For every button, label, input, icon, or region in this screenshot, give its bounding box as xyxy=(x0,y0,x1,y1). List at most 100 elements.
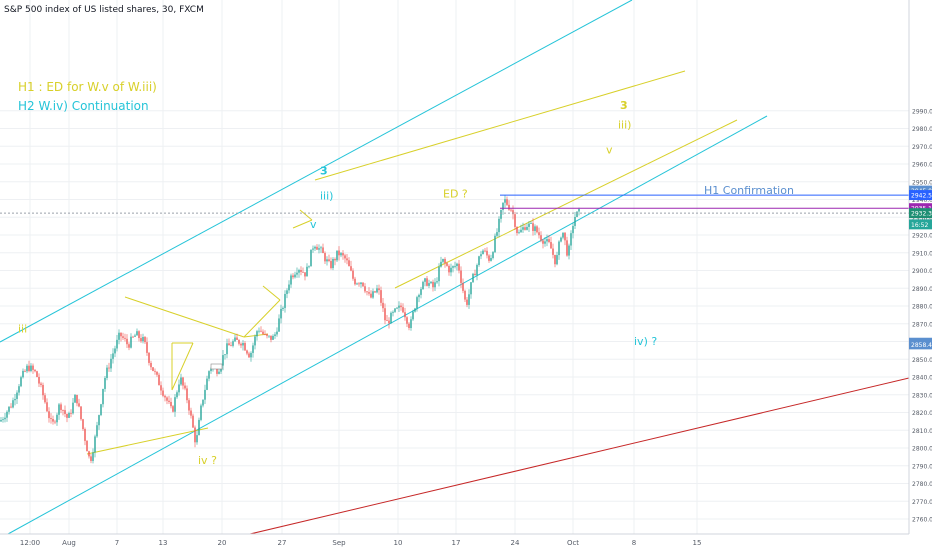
y-tick-label: 2820.0 xyxy=(912,410,932,417)
candle-body xyxy=(434,282,436,288)
small-flag-line-b[interactable] xyxy=(299,209,313,221)
candle-body xyxy=(468,294,470,305)
candle-body xyxy=(546,239,548,242)
wedge-lower-line[interactable] xyxy=(86,427,209,455)
channel-upper-line[interactable] xyxy=(0,0,633,343)
candle-body xyxy=(366,291,368,293)
triangle-apex-line[interactable] xyxy=(262,285,281,301)
symbol-label[interactable]: S&P 500 index of US listed shares, 30, F… xyxy=(4,5,204,15)
level-layer[interactable] xyxy=(0,194,909,214)
candle-body xyxy=(564,232,566,241)
small-flag-line-a[interactable] xyxy=(292,219,313,229)
candle-body xyxy=(52,418,54,422)
candle-body xyxy=(478,256,480,265)
candle-body xyxy=(284,293,286,308)
candle-body xyxy=(566,240,568,256)
candle-body xyxy=(512,210,514,215)
y-tick-label: 2900.0 xyxy=(912,268,932,275)
candle-body xyxy=(60,404,62,410)
candle-body xyxy=(342,253,344,256)
candle-body xyxy=(360,282,362,285)
candle-body xyxy=(228,343,230,346)
candle-body xyxy=(460,270,462,283)
price-badge xyxy=(909,208,932,219)
candle-body xyxy=(18,386,20,393)
price-axis-panel[interactable] xyxy=(909,0,932,550)
y-tick-label: 2800.0 xyxy=(912,446,932,453)
candle-body xyxy=(34,369,36,372)
candle-body xyxy=(570,233,572,246)
candle-body xyxy=(280,308,282,319)
candle-body xyxy=(552,248,554,255)
candle-body xyxy=(192,415,194,428)
candle-body xyxy=(46,402,48,412)
candle-body xyxy=(316,246,318,250)
candle-body xyxy=(576,211,578,218)
candle-body xyxy=(262,331,264,334)
candle-body xyxy=(194,427,196,443)
trendline-layer[interactable] xyxy=(0,0,910,535)
candle-body xyxy=(110,358,112,369)
candle-body xyxy=(322,247,324,254)
price-axis[interactable]: 2760.0 2770.0 2780.0 2790.0 2800.0 2810.0 2820… xyxy=(909,108,932,524)
candle-body xyxy=(334,258,336,261)
candle-body xyxy=(120,332,122,337)
candle-body xyxy=(200,405,202,420)
x-tick-label: 24 xyxy=(511,539,520,547)
candle-body xyxy=(556,255,558,265)
candle-body xyxy=(396,307,398,309)
candle-body xyxy=(198,419,200,436)
time-axis[interactable]: 12:00 Aug 7 13 20 27 Sep 10 17 24 Oct 8 15 xyxy=(20,539,702,547)
annotation-layer: 3 iii) v 3 iii) v ED ? H1 Confirmation iii iv) ? i… xyxy=(18,99,794,467)
wave-label: iii xyxy=(18,323,27,336)
candle-body xyxy=(554,254,556,265)
candle-body xyxy=(130,336,132,348)
candle-body xyxy=(520,229,522,233)
hypothesis-h1-label: H1 : ED for W.v of W.iii) xyxy=(18,80,157,94)
candle-body xyxy=(296,272,298,275)
time-axis-panel[interactable] xyxy=(0,534,932,550)
ending-diagonal-lower-line[interactable] xyxy=(394,119,738,289)
candle-body xyxy=(530,223,532,225)
candle-body xyxy=(254,336,256,346)
candle-body xyxy=(492,252,494,259)
x-tick-label: Sep xyxy=(332,539,346,547)
mini-flag-diag-line[interactable] xyxy=(171,342,194,391)
candle-body xyxy=(578,208,580,212)
candle-body xyxy=(394,308,396,312)
candle-body xyxy=(406,317,408,324)
candle-body xyxy=(70,412,72,414)
candle-body xyxy=(502,202,504,211)
candle-body xyxy=(476,264,478,276)
triangle-upper-line[interactable] xyxy=(124,296,245,338)
candle-body xyxy=(106,367,108,378)
price-badge-label: 2932.3 xyxy=(911,211,932,218)
candle-body xyxy=(514,214,516,227)
candle-body xyxy=(68,412,70,418)
ending-diagonal-upper-line[interactable] xyxy=(314,70,686,181)
triangle-lower-line[interactable] xyxy=(243,299,281,338)
candle-body xyxy=(416,297,418,309)
candle-body xyxy=(270,335,272,340)
candle-body xyxy=(92,452,94,461)
channel-lower-line[interactable] xyxy=(7,115,768,535)
long-term-trendline[interactable] xyxy=(249,377,910,535)
candle-body xyxy=(102,388,104,405)
candle-body xyxy=(182,377,184,386)
candle-body xyxy=(466,299,468,305)
candle-body xyxy=(278,318,280,332)
candle-body xyxy=(276,331,278,335)
triangle-base-line[interactable] xyxy=(243,333,269,338)
candle-body xyxy=(306,266,308,277)
y-tick-label: 2970.0 xyxy=(912,144,932,151)
candle-body xyxy=(28,365,30,371)
candle-body xyxy=(418,294,420,298)
candle-body xyxy=(568,245,570,256)
candle-body xyxy=(290,275,292,285)
candle-body xyxy=(344,255,346,259)
candle-body xyxy=(224,354,226,356)
candle-body xyxy=(240,343,242,346)
candle-body xyxy=(260,330,262,332)
